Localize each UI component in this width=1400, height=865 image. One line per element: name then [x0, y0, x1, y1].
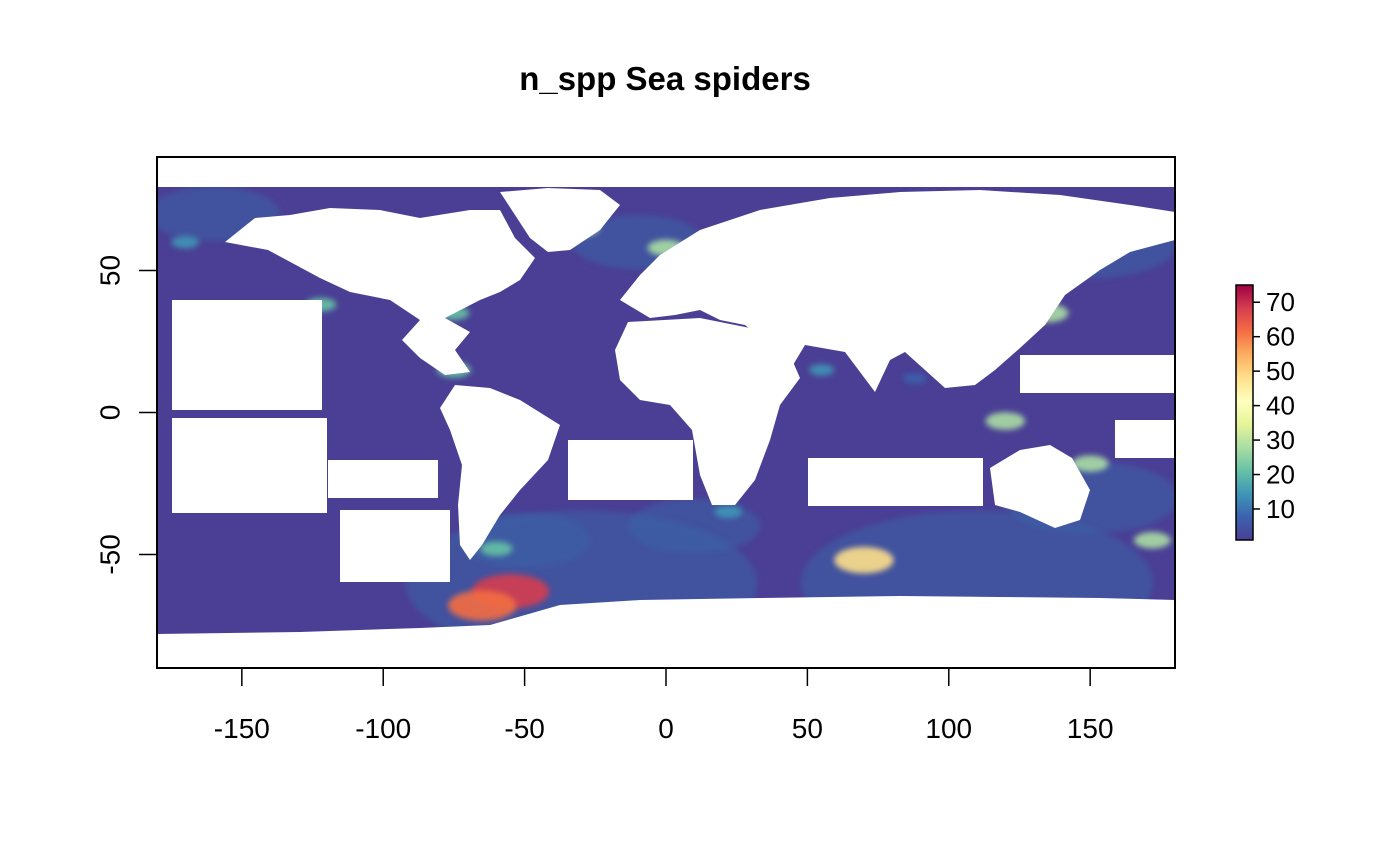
hotspot-4: [447, 590, 517, 621]
colorbar-gradient: [1235, 284, 1254, 541]
nodata-east-pacific: [328, 460, 438, 498]
nodata-west-pacific: [1020, 355, 1175, 393]
y-axis: -50 0 50: [95, 255, 157, 575]
chart-title: n_spp Sea spiders: [519, 60, 811, 97]
land-eurasia: [620, 190, 1175, 392]
land-north-edge: [157, 157, 1175, 187]
plot-area: [157, 157, 1175, 668]
hotspot-16: [714, 505, 743, 519]
y-tick-label: 0: [95, 405, 126, 421]
x-tick-label: -100: [355, 713, 411, 744]
hotspot-15: [1133, 532, 1171, 549]
nodata-south-east-pacific: [340, 510, 450, 582]
hotspot-11: [480, 541, 513, 556]
x-tick-label: 100: [925, 713, 972, 744]
colorbar-tick-label: 70: [1266, 287, 1295, 317]
nodata-indian-ocean: [808, 458, 983, 506]
hotspot-6: [985, 412, 1026, 430]
hotspot-12: [171, 235, 200, 249]
land-south-america: [440, 385, 560, 560]
colorbar: 10 20 30 40 50 60 70: [1235, 284, 1295, 541]
nodata-central-pacific: [172, 418, 327, 513]
land-africa: [615, 318, 800, 505]
colorbar-tick-label: 30: [1266, 425, 1295, 455]
hotspot-1: [834, 546, 894, 574]
land-australia: [990, 445, 1090, 528]
x-tick-label: 0: [658, 713, 674, 744]
x-tick-label: -150: [214, 713, 270, 744]
x-tick-label: -50: [504, 713, 544, 744]
nodata-south-atlantic: [568, 440, 693, 500]
hotspot-17: [808, 364, 835, 376]
hotspot-18: [903, 373, 927, 384]
colorbar-tick-label: 20: [1266, 460, 1295, 490]
hotspot-7: [1071, 455, 1109, 472]
x-axis: -150 -100 -50 0 50 100 150: [214, 668, 1114, 744]
nodata-coral-sea-east: [1115, 420, 1175, 458]
nodata-north-pacific: [172, 300, 322, 410]
colorbar-ticks: 10 20 30 40 50 60 70: [1253, 287, 1295, 524]
colorbar-tick-label: 50: [1266, 356, 1295, 386]
x-tick-label: 50: [792, 713, 823, 744]
y-tick-label: -50: [95, 534, 126, 574]
y-tick-label: 50: [95, 255, 126, 286]
land-layer: [157, 157, 1175, 668]
colorbar-tick-label: 10: [1266, 494, 1295, 524]
land-antarctica: [157, 596, 1175, 668]
land-north-america: [225, 208, 535, 375]
colorbar-tick-label: 60: [1266, 322, 1295, 352]
x-tick-label: 150: [1067, 713, 1114, 744]
land-greenland: [500, 188, 620, 252]
colorbar-tick-label: 40: [1266, 391, 1295, 421]
